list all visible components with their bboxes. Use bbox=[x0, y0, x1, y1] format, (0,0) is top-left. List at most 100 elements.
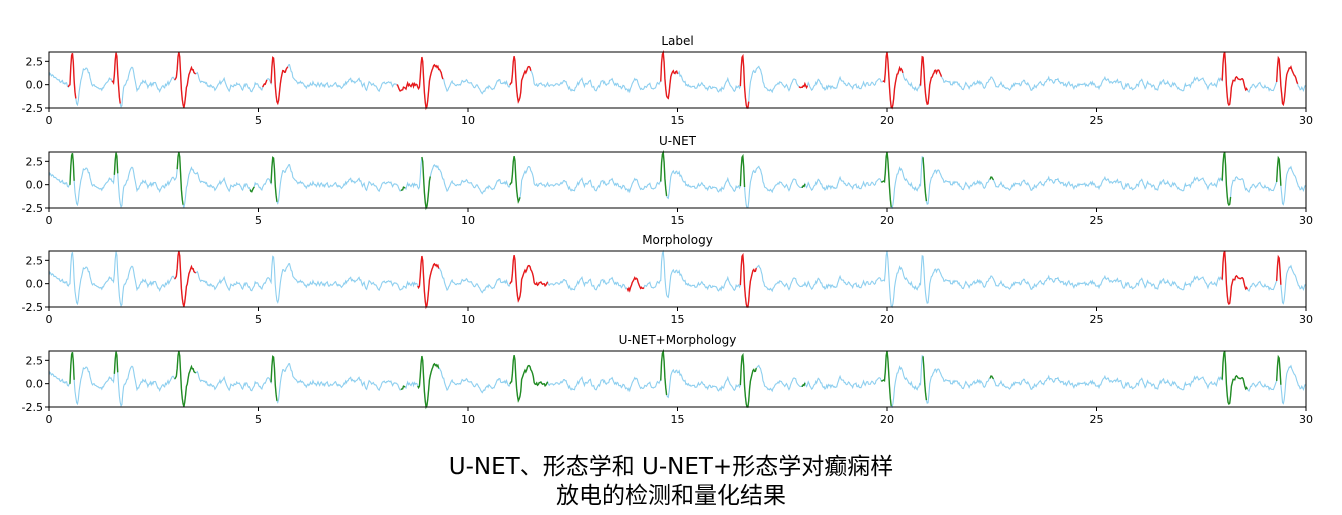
x-tick-label: 15 bbox=[671, 114, 685, 127]
detected-segment bbox=[69, 352, 75, 384]
panel-title: U-NET+Morphology bbox=[619, 333, 737, 347]
y-tick-label: 2.5 bbox=[26, 354, 44, 367]
detected-segment bbox=[67, 53, 77, 99]
x-tick-label: 10 bbox=[461, 114, 475, 127]
series-line-eeg bbox=[48, 249, 1306, 309]
detected-segment bbox=[739, 252, 757, 308]
detected-segment bbox=[113, 351, 119, 374]
detected-segment bbox=[174, 351, 197, 407]
detected-segment bbox=[262, 79, 268, 88]
y-tick-label: 0.0 bbox=[26, 378, 44, 391]
panel-4: U-NET+Morphology 0 5 10 15 20 25 30 2.5 0.0 -2.5 bbox=[22, 333, 1313, 426]
series-line-eeg bbox=[48, 50, 1306, 110]
x-tick-label: 15 bbox=[671, 413, 685, 426]
detected-segment bbox=[509, 56, 532, 104]
detected-segment bbox=[1275, 55, 1299, 107]
x-tick-label: 30 bbox=[1299, 413, 1313, 426]
detected-segment bbox=[919, 55, 943, 106]
detected-segment bbox=[1221, 350, 1248, 406]
detected-segment bbox=[396, 56, 444, 111]
detected-segment bbox=[660, 49, 679, 100]
detected-segment bbox=[174, 52, 197, 108]
y-tick-label: 0.0 bbox=[26, 179, 44, 192]
detected-segment bbox=[113, 152, 119, 175]
detected-segment bbox=[739, 153, 746, 188]
x-tick-label: 30 bbox=[1299, 214, 1313, 227]
x-tick-label: 0 bbox=[46, 214, 53, 227]
x-tick-label: 25 bbox=[1090, 114, 1104, 127]
detected-segment bbox=[69, 153, 75, 185]
x-tick-label: 5 bbox=[255, 413, 262, 426]
detected-segment bbox=[801, 183, 806, 189]
x-tick-label: 0 bbox=[46, 313, 53, 326]
x-tick-label: 30 bbox=[1299, 114, 1313, 127]
caption-line-2: 放电的检测和量化结果 bbox=[556, 483, 786, 509]
x-tick-label: 5 bbox=[255, 313, 262, 326]
x-tick-label: 10 bbox=[461, 214, 475, 227]
detected-segment bbox=[881, 350, 892, 407]
panel-1: Label 0 5 10 15 20 25 30 2.5 0.0 -2.5 bbox=[22, 34, 1313, 127]
x-tick-label: 20 bbox=[880, 313, 894, 326]
detected-segment bbox=[922, 157, 928, 202]
detected-segment bbox=[922, 356, 928, 401]
detected-segment bbox=[509, 355, 549, 403]
detected-segment bbox=[989, 176, 995, 181]
detected-segment bbox=[174, 251, 197, 307]
detected-segment bbox=[1221, 51, 1248, 107]
panel-3: Morphology 0 5 10 15 20 25 30 2.5 0.0 -2.5 bbox=[22, 233, 1313, 326]
panel-title: Morphology bbox=[642, 233, 713, 247]
detected-segment bbox=[881, 151, 892, 208]
detected-segment bbox=[270, 56, 289, 106]
detected-segment bbox=[509, 255, 549, 303]
y-tick-label: 2.5 bbox=[26, 155, 44, 168]
x-tick-label: 30 bbox=[1299, 313, 1313, 326]
detected-segment bbox=[270, 156, 278, 202]
detected-segment bbox=[1275, 354, 1282, 385]
x-tick-label: 5 bbox=[255, 214, 262, 227]
series-line-eeg bbox=[48, 150, 1306, 210]
detected-segment bbox=[400, 186, 406, 192]
detected-segment bbox=[798, 81, 809, 90]
detected-segment bbox=[1275, 254, 1282, 285]
panel-title: U-NET bbox=[659, 134, 697, 148]
x-tick-label: 10 bbox=[461, 413, 475, 426]
detected-segment bbox=[882, 51, 904, 110]
detected-segment bbox=[1275, 155, 1282, 186]
detected-segment bbox=[509, 156, 521, 204]
y-tick-label: 0.0 bbox=[26, 278, 44, 291]
detected-segment bbox=[417, 255, 440, 310]
panel-title: Label bbox=[661, 34, 693, 48]
x-tick-label: 20 bbox=[880, 214, 894, 227]
detected-segment bbox=[176, 152, 184, 205]
x-tick-label: 20 bbox=[880, 114, 894, 127]
y-tick-label: -2.5 bbox=[22, 301, 43, 314]
y-tick-label: -2.5 bbox=[22, 401, 43, 414]
x-tick-label: 20 bbox=[880, 413, 894, 426]
y-tick-label: 2.5 bbox=[26, 254, 44, 267]
detected-segment bbox=[739, 53, 750, 109]
detected-segment bbox=[1221, 151, 1232, 207]
x-tick-label: 15 bbox=[671, 214, 685, 227]
detected-segment bbox=[111, 52, 121, 104]
detected-segment bbox=[421, 156, 431, 211]
x-tick-label: 25 bbox=[1090, 214, 1104, 227]
detected-segment bbox=[660, 348, 668, 396]
x-tick-label: 0 bbox=[46, 114, 53, 127]
caption-line-1: U-NET、形态学和 U-NET+形态学对癫痫样 bbox=[448, 454, 894, 480]
detected-segment bbox=[801, 382, 806, 388]
x-tick-label: 0 bbox=[46, 413, 53, 426]
x-tick-label: 5 bbox=[255, 114, 262, 127]
detected-segment bbox=[626, 276, 645, 293]
x-tick-label: 25 bbox=[1090, 313, 1104, 326]
detected-segment bbox=[417, 355, 440, 410]
y-tick-label: 0.0 bbox=[26, 79, 44, 92]
y-tick-label: -2.5 bbox=[22, 202, 43, 215]
y-tick-label: -2.5 bbox=[22, 102, 43, 115]
detected-segment bbox=[739, 352, 757, 408]
detected-segment bbox=[400, 385, 406, 391]
x-tick-label: 10 bbox=[461, 313, 475, 326]
detected-segment bbox=[270, 355, 278, 401]
detected-segment bbox=[1221, 250, 1248, 306]
detected-segment bbox=[660, 149, 668, 197]
x-tick-label: 25 bbox=[1090, 413, 1104, 426]
